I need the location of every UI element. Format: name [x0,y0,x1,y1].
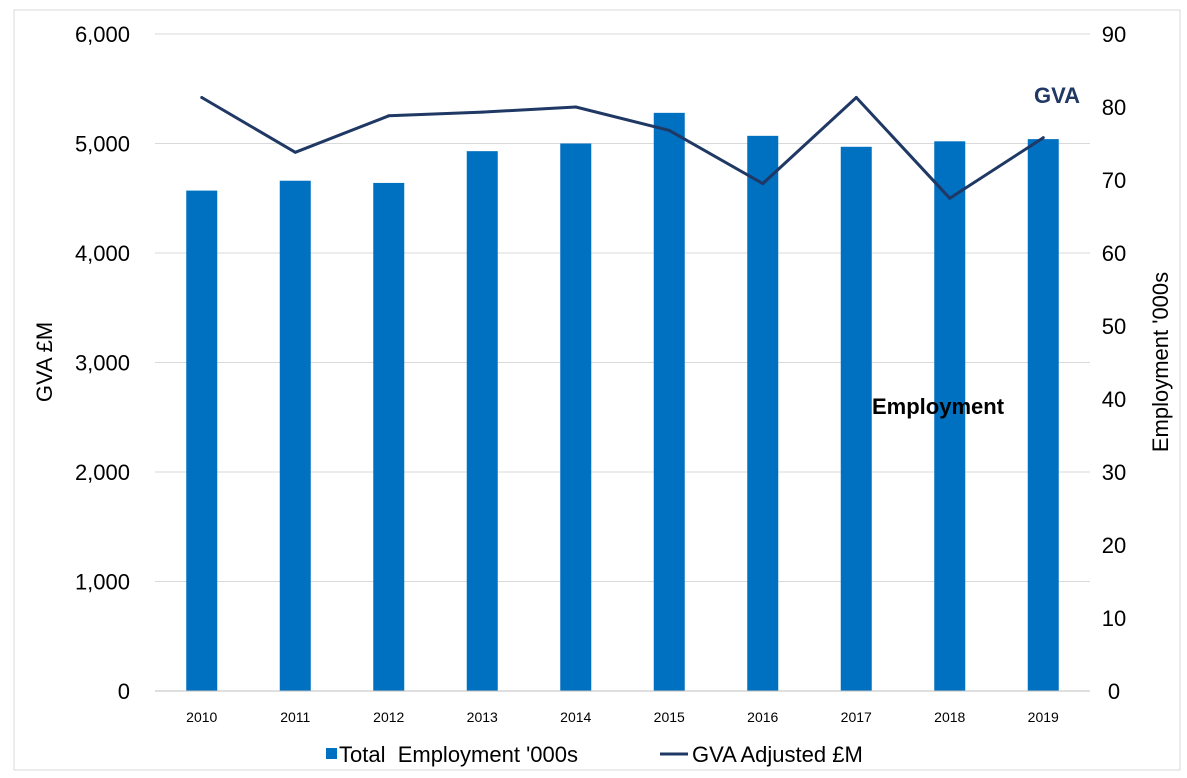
gva-point-2018 [948,196,952,200]
legend-bar-swatch [326,748,337,759]
gva-point-2012 [387,114,391,118]
x-tick-label: 2013 [467,709,498,725]
bar-2015 [653,112,685,692]
bar-2013 [466,151,498,692]
left-axis-title: GVA £M [32,322,57,402]
right-axis-title: Employment '000s [1148,272,1173,452]
bar-2010 [186,190,218,691]
bar-2018 [934,141,966,691]
left-tick-label: 6,000 [75,22,130,47]
x-tick-label: 2012 [373,709,404,725]
bar-2014 [560,143,592,691]
bar-2019 [1027,139,1059,691]
gva-point-2011 [293,150,297,154]
left-axis-ticks: 0 1,000 2,000 3,000 4,000 5,000 6,000 [75,22,130,704]
x-tick-label: 2010 [186,709,217,725]
gva-point-2016 [761,182,765,186]
gva-point-2019 [1041,136,1045,140]
x-tick-label: 2019 [1028,709,1059,725]
gva-point-2015 [667,128,671,132]
left-tick-label: 4,000 [75,241,130,266]
right-tick-label: 20 [1102,533,1126,558]
bar-2011 [279,180,311,692]
annotation-gva: GVA [1034,83,1080,108]
x-tick-label: 2011 [280,709,310,725]
x-tick-label: 2018 [934,709,965,725]
left-tick-label: 1,000 [75,570,130,595]
x-axis-ticks: 2010 2011 2012 2013 2014 2015 2016 2017 2018 2019 [186,709,1059,725]
bar-2017 [840,146,872,691]
x-tick-label: 2016 [747,709,778,725]
right-tick-label: 80 [1102,95,1126,120]
right-tick-label: 30 [1102,460,1126,485]
annotation-employment: Employment [872,394,1005,419]
left-tick-label: 3,000 [75,351,130,376]
right-axis-ticks: 0 10 20 30 40 50 60 70 80 90 [1102,22,1126,704]
legend-line-label: GVA Adjusted £M [692,742,863,767]
bar-2016 [747,135,779,691]
gridlines [155,33,1090,582]
left-tick-label: 0 [118,679,130,704]
gva-line [201,96,1045,200]
gva-point-2014 [574,105,578,109]
x-tick-label: 2015 [654,709,685,725]
gva-point-2010 [200,96,204,100]
bar-series [186,112,1059,692]
gva-point-2017 [854,96,858,100]
x-tick-label: 2017 [841,709,872,725]
line-series [200,96,1045,200]
legend: Total Employment '000s GVA Adjusted £M [326,742,863,767]
legend-bar-label: Total Employment '000s [339,742,578,767]
right-tick-label: 40 [1102,387,1126,412]
bar-2012 [373,182,405,692]
right-tick-label: 10 [1102,606,1126,631]
right-tick-label: 90 [1102,22,1126,47]
left-tick-label: 2,000 [75,460,130,485]
left-tick-label: 5,000 [75,132,130,157]
right-tick-label: 60 [1102,241,1126,266]
gva-point-2013 [480,110,484,114]
right-tick-label: 50 [1102,314,1126,339]
right-tick-label: 70 [1102,168,1126,193]
x-tick-label: 2014 [560,709,591,725]
right-tick-label: 0 [1108,679,1120,704]
